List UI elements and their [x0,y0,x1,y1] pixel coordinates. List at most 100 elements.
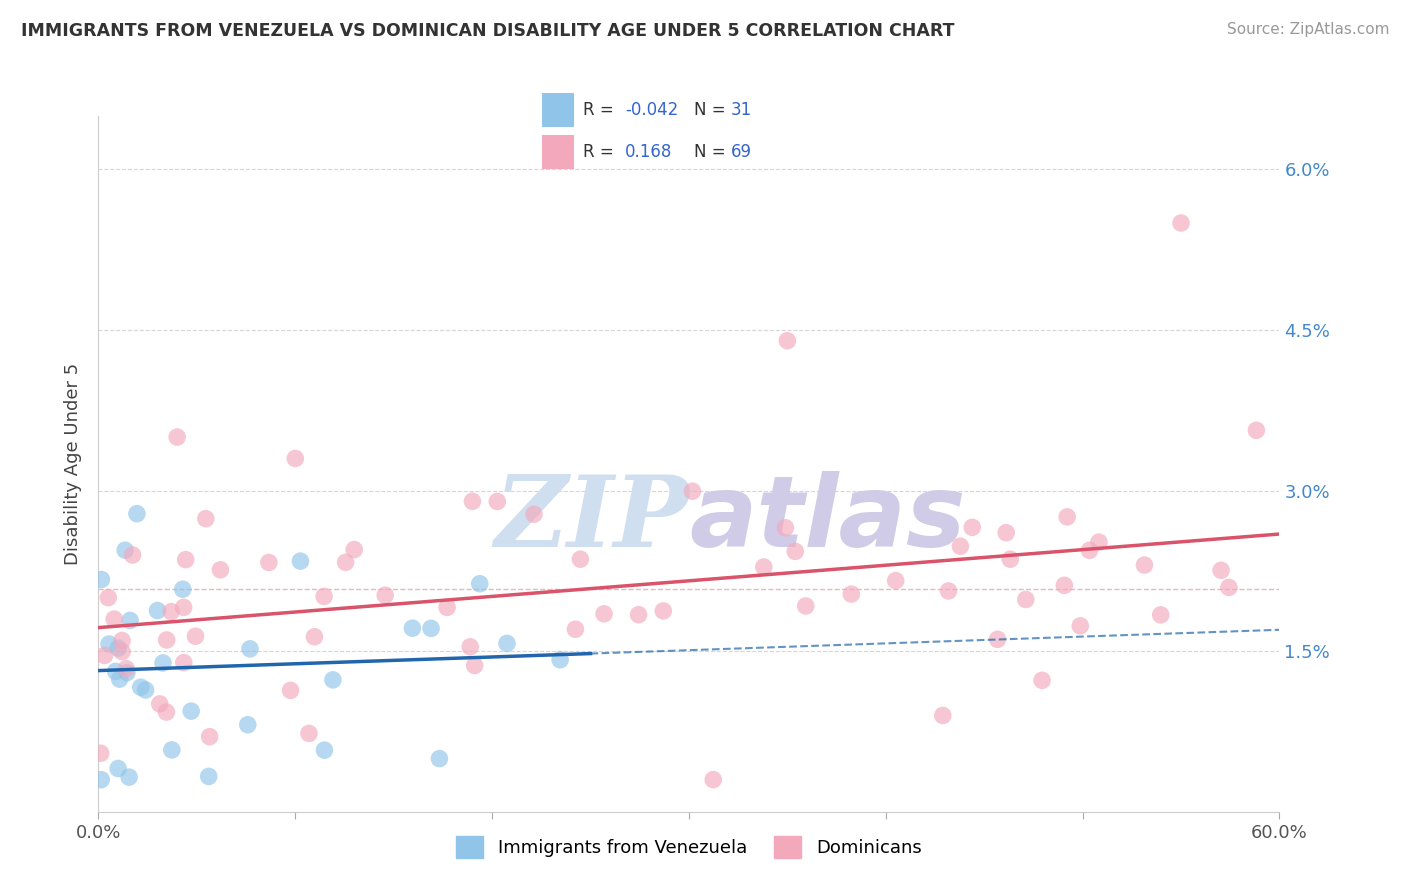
Point [107,641,129,656]
Point [564,622,586,636]
Point [174,552,197,566]
Point [960,520,983,534]
Point [496,636,519,650]
Point [1246,423,1268,437]
Point [322,673,344,687]
Point [436,600,458,615]
Text: atlas: atlas [689,471,966,568]
Point [166,430,188,444]
Point [593,607,616,621]
Point [111,633,134,648]
Point [752,560,775,574]
Point [776,334,799,348]
Point [652,604,675,618]
Point [280,683,302,698]
FancyBboxPatch shape [541,93,574,127]
Text: N =: N = [695,101,725,119]
Point [458,640,481,654]
Point [198,730,221,744]
Point [1000,552,1022,566]
Point [314,743,336,757]
Point [115,662,138,676]
Point [681,484,703,499]
Point [627,607,650,622]
Point [172,582,194,597]
Text: N =: N = [695,144,725,161]
Point [938,584,960,599]
Point [98,637,121,651]
Text: Source: ZipAtlas.com: Source: ZipAtlas.com [1226,22,1389,37]
Point [1078,543,1101,558]
Point [1069,619,1091,633]
Point [125,507,148,521]
Point [884,574,907,588]
Y-axis label: Disability Age Under 5: Disability Age Under 5 [63,363,82,565]
Point [401,621,423,635]
Point [197,769,219,783]
Point [152,656,174,670]
Point [114,543,136,558]
Point [1209,563,1232,577]
Point [239,641,262,656]
Point [314,590,336,604]
Point [90,746,112,760]
Point [949,539,972,553]
Point [194,511,217,525]
Point [464,658,486,673]
Point [129,680,152,694]
Point [461,494,484,508]
Point [1218,581,1240,595]
Text: ZIP: ZIP [494,471,689,567]
Point [103,612,125,626]
Point [429,751,451,765]
Point [108,672,131,686]
Point [1053,578,1076,592]
Point [290,554,312,568]
Point [374,588,396,602]
Point [209,563,232,577]
Point [569,552,592,566]
Point [1133,558,1156,572]
Point [304,630,326,644]
Point [1088,535,1111,549]
Point [156,632,179,647]
Point [173,656,195,670]
Point [121,548,143,562]
Point [1150,607,1173,622]
Text: IMMIGRANTS FROM VENEZUELA VS DOMINICAN DISABILITY AGE UNDER 5 CORRELATION CHART: IMMIGRANTS FROM VENEZUELA VS DOMINICAN D… [21,22,955,40]
Point [160,743,183,757]
Text: -0.042: -0.042 [626,101,679,119]
Point [486,494,509,508]
Point [1031,673,1053,688]
Point [298,726,321,740]
Point [97,591,120,605]
Point [785,544,807,558]
Text: R =: R = [583,144,614,161]
Point [104,665,127,679]
Legend: Immigrants from Venezuela, Dominicans: Immigrants from Venezuela, Dominicans [449,829,929,865]
Point [420,621,443,635]
Point [149,697,172,711]
Point [115,665,138,680]
Point [775,521,797,535]
Point [111,645,134,659]
Point [184,629,207,643]
Point [257,556,280,570]
Point [932,708,955,723]
Point [702,772,724,787]
Point [90,573,112,587]
Point [155,705,177,719]
Point [335,555,357,569]
Point [236,717,259,731]
Point [1015,592,1038,607]
FancyBboxPatch shape [541,136,574,169]
Point [173,600,195,615]
Text: R =: R = [583,101,614,119]
Text: 31: 31 [731,101,752,119]
Point [120,614,142,628]
Text: 0.168: 0.168 [626,144,672,161]
Point [841,587,863,601]
Point [160,605,183,619]
Point [1056,509,1078,524]
Point [146,603,169,617]
